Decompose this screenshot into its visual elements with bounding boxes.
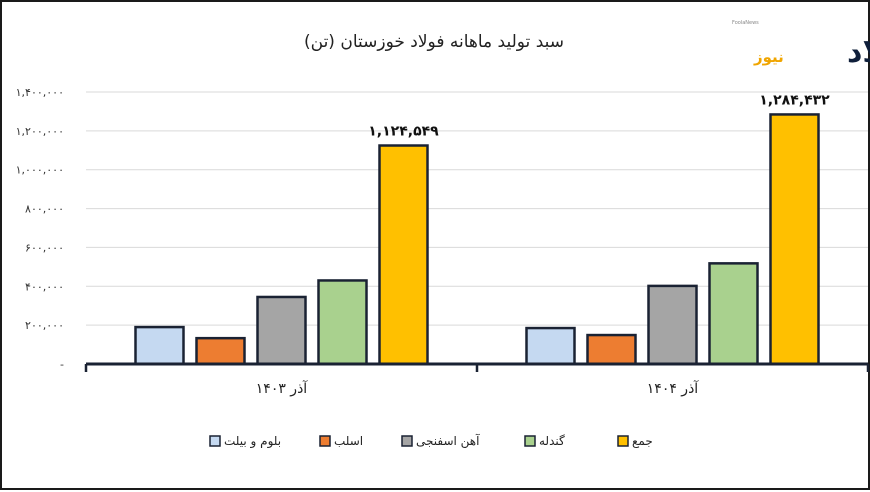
logo: FoolaNews فولاد نیوز [732,20,870,70]
bar-4-2 [708,262,759,366]
legend-entry: جمع [632,434,653,448]
chart-title: سبد تولید ماهانه فولاد خوزستان (تن) [304,32,564,52]
bar-2-1 [195,336,246,366]
y-tick-label: ۴۰۰,۰۰۰ [25,280,64,293]
legend-swatch [209,435,221,447]
legend: بلوم و بیلت اسلب آهن اسفنجی گندله جمع [209,433,653,449]
y-tick-label: ۱,۲۰۰,۰۰۰ [16,125,64,138]
legend-entry: گندله [539,434,565,448]
logo-sub-text: نیوز [753,48,784,66]
y-tick-label: ۸۰۰,۰۰۰ [25,203,64,216]
bar-3-1 [256,295,307,366]
legend-swatch [401,435,413,447]
data-label: ۱,۲۸۴,۴۳۲ [759,92,830,108]
legend-swatch [524,435,536,447]
y-tick-label: ۱,۰۰۰,۰۰۰ [16,164,64,177]
bar-4-1 [317,279,368,366]
x-axis [84,362,870,372]
bar-5-2 [769,113,820,366]
gridlines [86,91,868,326]
bar-5-1 [378,144,429,366]
bar-1-1 [134,325,185,366]
legend-entry: بلوم و بیلت [224,434,281,449]
data-labels: ۱,۱۲۴,۵۴۹ ۱,۲۸۴,۴۳۲ [368,92,830,139]
bar-1-2 [525,326,576,366]
bars [134,113,820,366]
legend-entry: آهن اسفنجی [416,433,480,449]
bar-2-2 [586,333,637,366]
legend-swatch [319,435,331,447]
y-tick-label: ۲۰۰,۰۰۰ [25,319,64,332]
logo-main-text: فولاد [847,35,870,70]
y-tick-label: ۱,۴۰۰,۰۰۰ [16,86,64,99]
logo-tiny-text: FoolaNews [732,20,759,26]
y-axis-ticks: - ۲۰۰,۰۰۰ ۴۰۰,۰۰۰ ۶۰۰,۰۰۰ ۸۰۰,۰۰۰ ۱,۰۰۰,۰۰۰ ۱,… [16,86,64,371]
legend-swatch [617,435,629,447]
y-tick-label: - [60,358,64,371]
data-label: ۱,۱۲۴,۵۴۹ [368,124,439,140]
legend-entry: اسلب [334,434,363,448]
y-tick-label: ۶۰۰,۰۰۰ [25,241,64,254]
category-label: آذر ۱۴۰۴ [647,380,700,397]
category-labels: آذر ۱۴۰۳ آذر ۱۴۰۴ [256,380,700,397]
category-label: آذر ۱۴۰۳ [256,380,309,397]
bar-3-2 [647,284,698,366]
